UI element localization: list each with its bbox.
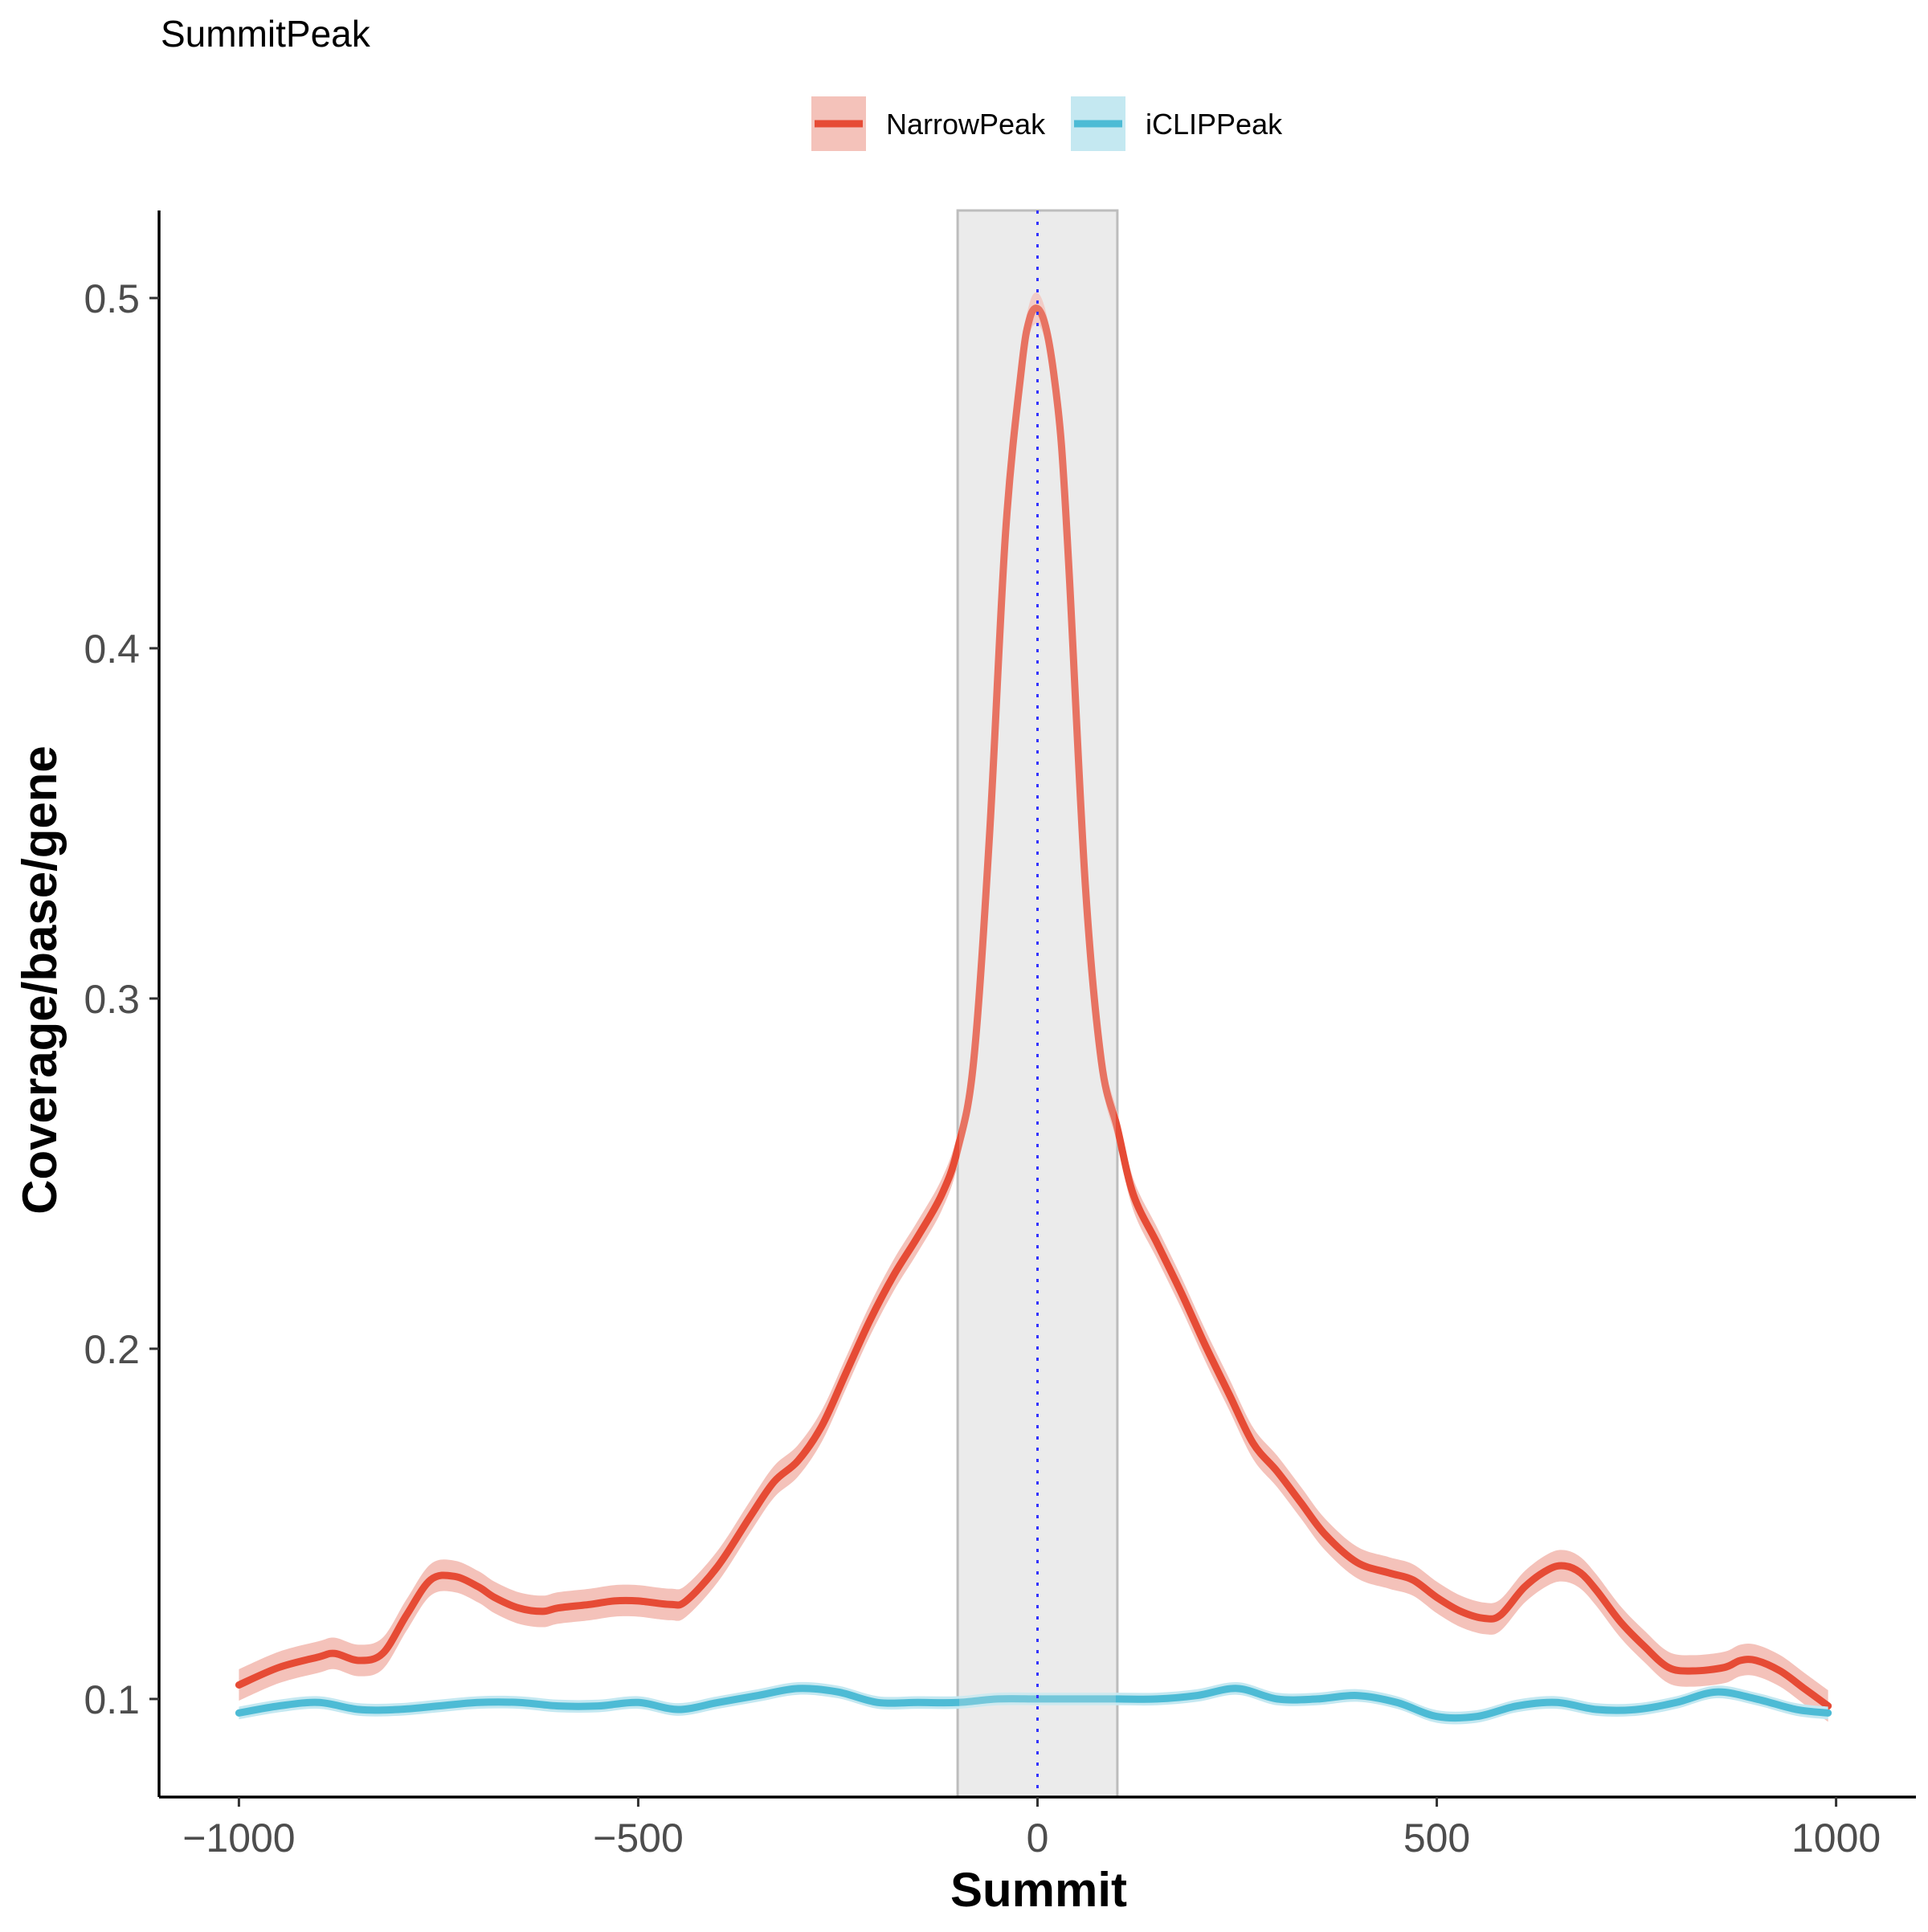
x-tick-label: 0 [1027,1816,1049,1861]
x-tick-label: −1000 [182,1816,295,1861]
legend-label-narrowpeak: NarrowPeak [886,108,1046,141]
series-line-narrowpeak [235,304,1832,1710]
x-axis-title: Summit [950,1863,1127,1917]
y-tick-label: 0.5 [84,276,140,321]
y-tick-label: 0.3 [84,977,140,1022]
y-tick-label: 0.1 [84,1677,140,1722]
series-line-iclippeak [235,1685,1832,1722]
x-tick-label: 1000 [1791,1816,1881,1861]
legend: NarrowPeak iCLIPPeak [811,96,1283,151]
legend-item-narrowpeak: NarrowPeak [811,96,1046,151]
y-axis-title: Coverage/base/gene [13,745,67,1215]
plot-area: −1000 −500 0 500 1000 0.1 0.2 0.3 0.4 0.5 [84,209,1916,1861]
summit-region-overlay [959,212,1116,1795]
legend-label-iclippeak: iCLIPPeak [1146,108,1283,141]
summit-region-shading [956,209,1119,1799]
y-tick-label: 0.2 [84,1327,140,1372]
x-tick-label: 500 [1403,1816,1470,1861]
chart-title: SummitPeak [161,13,371,55]
legend-item-iclippeak: iCLIPPeak [1071,96,1283,151]
x-tick-label: −500 [593,1816,684,1861]
y-tick-label: 0.4 [84,627,140,672]
